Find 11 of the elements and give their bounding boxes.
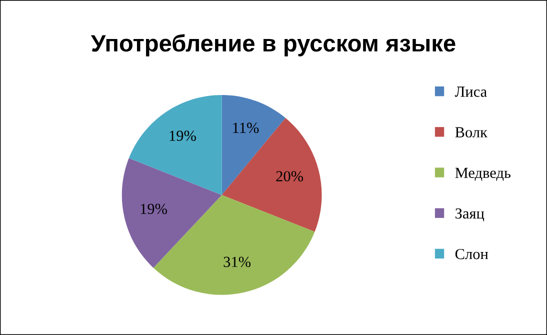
legend-label: Волк bbox=[455, 127, 488, 138]
chart-title: Употребление в русском языке bbox=[90, 34, 456, 56]
data-label: 31% bbox=[224, 256, 251, 268]
data-label: 19% bbox=[170, 130, 196, 141]
legend-label: Заяц bbox=[456, 208, 484, 222]
data-label: 11% bbox=[233, 122, 259, 134]
legend-label: Лиса bbox=[454, 86, 487, 97]
data-label: 19% bbox=[140, 204, 168, 214]
data-label: 20% bbox=[276, 171, 304, 182]
legend-label: Слон bbox=[455, 248, 488, 260]
legend-label: Медведь bbox=[455, 168, 510, 181]
